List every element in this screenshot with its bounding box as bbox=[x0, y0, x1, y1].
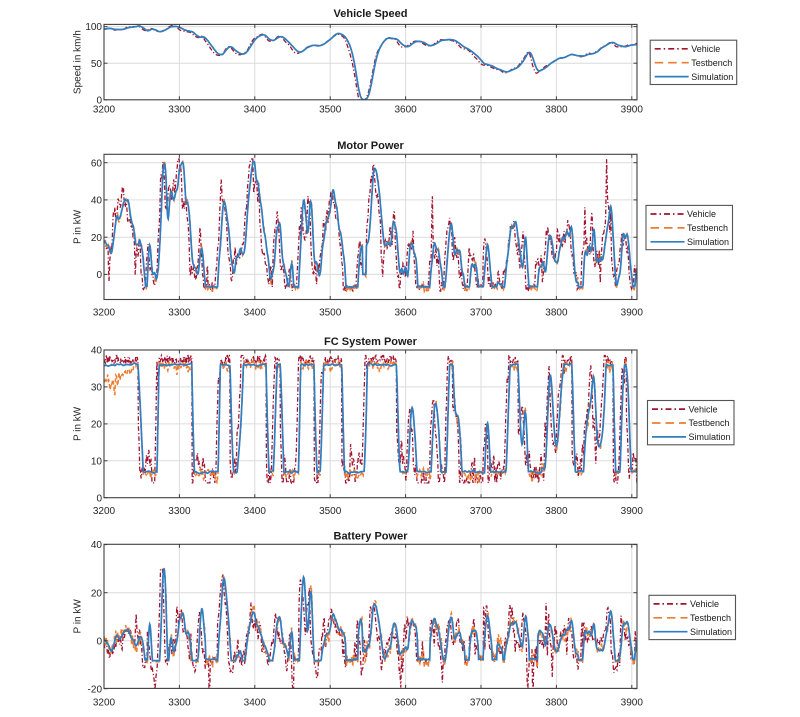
svg-text:3900: 3900 bbox=[621, 104, 644, 115]
svg-text:3200: 3200 bbox=[93, 104, 116, 115]
svg-text:P in kW: P in kW bbox=[73, 406, 84, 441]
svg-text:3200: 3200 bbox=[93, 308, 116, 319]
svg-text:Battery Power: Battery Power bbox=[334, 531, 409, 543]
svg-text:Simulation: Simulation bbox=[690, 627, 732, 637]
svg-text:0: 0 bbox=[96, 270, 102, 281]
svg-text:100: 100 bbox=[85, 22, 102, 33]
svg-text:30: 30 bbox=[91, 383, 103, 394]
svg-text:Testbench: Testbench bbox=[687, 223, 728, 233]
svg-text:40: 40 bbox=[91, 196, 103, 207]
svg-text:FC System Power: FC System Power bbox=[324, 336, 418, 348]
svg-text:60: 60 bbox=[91, 158, 103, 169]
svg-text:Speed in km/h: Speed in km/h bbox=[73, 30, 84, 94]
svg-text:3200: 3200 bbox=[93, 697, 116, 708]
svg-text:3400: 3400 bbox=[244, 697, 267, 708]
svg-text:3300: 3300 bbox=[168, 104, 191, 115]
svg-text:3600: 3600 bbox=[394, 506, 417, 517]
svg-text:3700: 3700 bbox=[470, 308, 493, 319]
svg-text:3400: 3400 bbox=[244, 104, 267, 115]
svg-text:Testbench: Testbench bbox=[691, 58, 732, 68]
svg-text:3800: 3800 bbox=[545, 506, 568, 517]
svg-text:Vehicle: Vehicle bbox=[687, 209, 716, 219]
svg-text:Motor Power: Motor Power bbox=[337, 140, 404, 152]
svg-text:Testbench: Testbench bbox=[689, 418, 730, 428]
svg-text:3900: 3900 bbox=[621, 308, 644, 319]
svg-text:3900: 3900 bbox=[621, 506, 644, 517]
svg-text:3600: 3600 bbox=[394, 697, 417, 708]
svg-text:3300: 3300 bbox=[168, 308, 191, 319]
svg-text:20: 20 bbox=[91, 588, 103, 599]
svg-text:3200: 3200 bbox=[93, 506, 116, 517]
svg-text:Simulation: Simulation bbox=[687, 237, 729, 247]
svg-text:0: 0 bbox=[96, 95, 102, 106]
svg-text:3800: 3800 bbox=[545, 308, 568, 319]
svg-text:3800: 3800 bbox=[545, 697, 568, 708]
svg-text:20: 20 bbox=[91, 420, 103, 431]
svg-text:3400: 3400 bbox=[244, 308, 267, 319]
svg-text:Simulation: Simulation bbox=[691, 72, 733, 82]
svg-text:50: 50 bbox=[91, 59, 103, 70]
svg-text:3500: 3500 bbox=[319, 104, 342, 115]
svg-text:3300: 3300 bbox=[168, 506, 191, 517]
svg-text:Simulation: Simulation bbox=[689, 432, 731, 442]
svg-text:3500: 3500 bbox=[319, 308, 342, 319]
svg-text:Vehicle Speed: Vehicle Speed bbox=[334, 8, 408, 20]
svg-text:3800: 3800 bbox=[545, 104, 568, 115]
svg-text:20: 20 bbox=[91, 233, 103, 244]
svg-text:Testbench: Testbench bbox=[690, 613, 731, 623]
svg-text:3600: 3600 bbox=[394, 308, 417, 319]
svg-text:Vehicle: Vehicle bbox=[691, 44, 720, 54]
svg-text:P in kW: P in kW bbox=[73, 209, 84, 244]
svg-text:3300: 3300 bbox=[168, 697, 191, 708]
svg-text:3900: 3900 bbox=[621, 697, 644, 708]
svg-text:Vehicle: Vehicle bbox=[689, 404, 718, 414]
svg-text:0: 0 bbox=[96, 493, 102, 504]
svg-text:P in kW: P in kW bbox=[73, 599, 84, 634]
svg-text:0: 0 bbox=[96, 636, 102, 647]
svg-text:10: 10 bbox=[91, 456, 103, 467]
svg-text:3700: 3700 bbox=[470, 506, 493, 517]
svg-text:3600: 3600 bbox=[394, 104, 417, 115]
svg-text:3700: 3700 bbox=[470, 104, 493, 115]
svg-text:Vehicle: Vehicle bbox=[690, 599, 719, 609]
svg-text:40: 40 bbox=[91, 540, 103, 551]
svg-text:3700: 3700 bbox=[470, 697, 493, 708]
svg-text:3500: 3500 bbox=[319, 506, 342, 517]
svg-text:3500: 3500 bbox=[319, 697, 342, 708]
svg-text:3400: 3400 bbox=[244, 506, 267, 517]
svg-text:-20: -20 bbox=[88, 684, 103, 695]
svg-text:40: 40 bbox=[91, 346, 103, 357]
